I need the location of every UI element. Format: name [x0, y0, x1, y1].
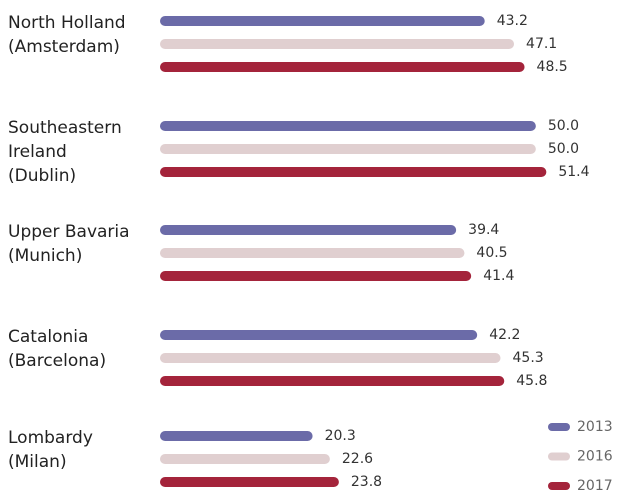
value-label: 20.3: [325, 428, 356, 444]
value-label: 40.5: [476, 245, 507, 261]
value-label: 39.4: [468, 222, 499, 238]
legend-label: 2017: [577, 478, 613, 492]
category-label: (Munich): [8, 246, 82, 266]
category-label: Southeastern: [8, 118, 122, 138]
bar: [160, 167, 547, 177]
legend-label: 2016: [577, 449, 613, 465]
value-label: 22.6: [342, 451, 373, 467]
value-label: 51.4: [558, 164, 589, 180]
bar: [160, 39, 515, 49]
bar: [160, 225, 457, 235]
bar: [160, 431, 313, 441]
bar: [160, 144, 536, 154]
category-label: Ireland: [8, 142, 67, 162]
category-label: (Barcelona): [8, 351, 106, 371]
value-label: 45.3: [513, 350, 544, 366]
bar: [160, 330, 478, 340]
bar: [160, 454, 330, 464]
category-label: (Milan): [8, 452, 67, 472]
category-label: Lombardy: [8, 428, 93, 448]
value-label: 41.4: [483, 268, 514, 284]
bar: [160, 376, 505, 386]
bar: [160, 248, 465, 258]
bar: [160, 16, 485, 26]
value-label: 45.8: [516, 373, 547, 389]
legend-label: 2013: [577, 419, 613, 435]
value-label: 42.2: [489, 327, 520, 343]
value-label: 50.0: [548, 141, 579, 157]
bar: [160, 353, 501, 363]
legend-swatch: [548, 452, 570, 461]
category-label: (Dublin): [8, 166, 76, 186]
category-label: North Holland: [8, 13, 126, 33]
bar: [160, 477, 339, 487]
bar: [160, 271, 472, 281]
bar: [160, 62, 525, 72]
category-label: Upper Bavaria: [8, 222, 130, 242]
category-label: Catalonia: [8, 327, 88, 347]
bar: [160, 121, 536, 131]
value-label: 23.8: [351, 474, 382, 490]
category-label: (Amsterdam): [8, 37, 120, 57]
legend-swatch: [548, 482, 570, 490]
value-label: 43.2: [497, 13, 528, 29]
value-label: 48.5: [537, 59, 568, 75]
legend-swatch: [548, 423, 570, 431]
value-label: 47.1: [526, 36, 557, 52]
value-label: 50.0: [548, 118, 579, 134]
